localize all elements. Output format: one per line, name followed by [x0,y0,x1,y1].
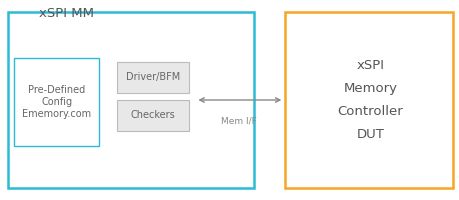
Text: xSPI MM: xSPI MM [39,7,94,20]
FancyBboxPatch shape [117,62,188,93]
Text: Checkers: Checkers [130,110,175,120]
FancyBboxPatch shape [8,12,254,188]
Text: Driver/BFM: Driver/BFM [126,72,180,82]
Text: Mem I/F: Mem I/F [221,116,257,126]
FancyBboxPatch shape [285,12,452,188]
Text: xSPI
Memory
Controller
DUT: xSPI Memory Controller DUT [337,59,402,141]
Text: Pre-Defined
Config
Ememory.com: Pre-Defined Config Ememory.com [22,85,91,119]
FancyBboxPatch shape [117,100,188,131]
FancyBboxPatch shape [14,58,99,146]
